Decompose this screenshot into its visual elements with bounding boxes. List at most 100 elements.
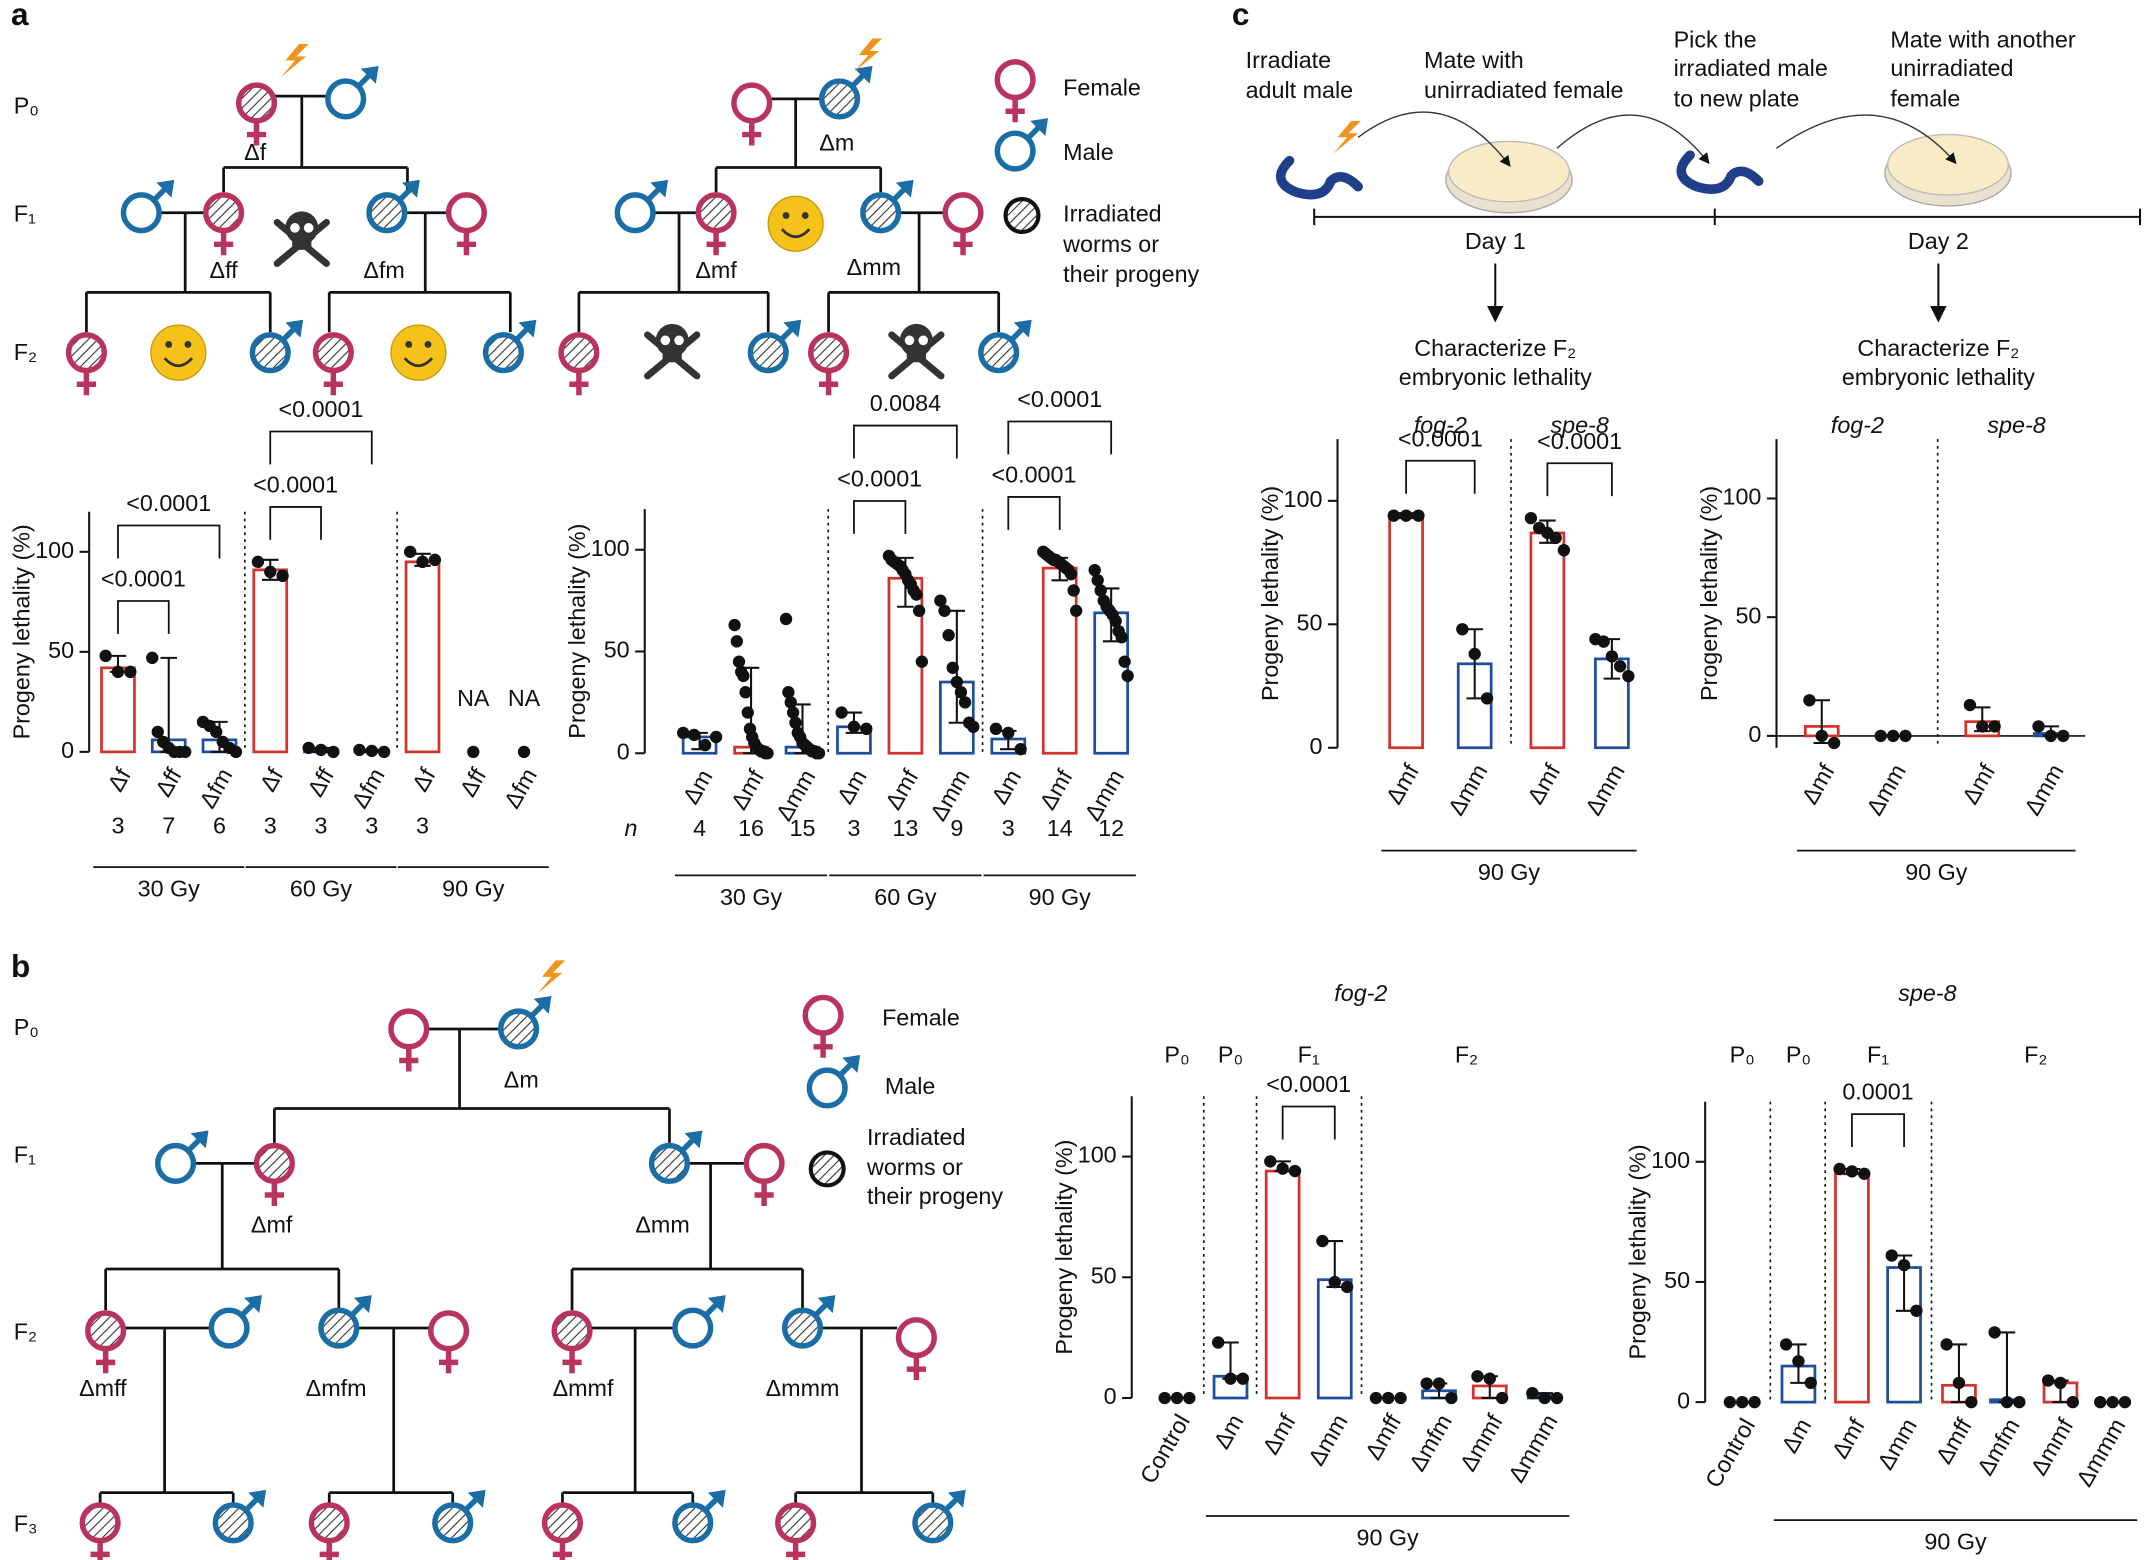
y-tick-label: 0 [617, 738, 630, 764]
x-tick-label: Δm [1208, 1410, 1248, 1453]
step-text: Pick the [1674, 26, 1757, 52]
data-point [365, 744, 378, 758]
data-point [1471, 1370, 1484, 1383]
plate-top [1447, 140, 1571, 203]
generation-label: F₁ [14, 1142, 36, 1168]
significance-bracket [1007, 496, 1061, 530]
male-symbol [497, 1008, 540, 1050]
group-label: 90 Gy [1924, 1529, 1987, 1555]
data-point [1897, 1258, 1911, 1272]
n-title: n [625, 815, 638, 841]
data-point [1412, 509, 1425, 522]
n-label: 15 [790, 815, 816, 841]
data-point [2054, 1376, 2067, 1390]
data-point [1121, 669, 1134, 683]
p-value: <0.0001 [101, 566, 186, 592]
data-point [467, 745, 480, 759]
data-point [1550, 1391, 1564, 1405]
skull [899, 323, 933, 357]
group-header: P₀ [1730, 1042, 1755, 1068]
data-point [2118, 1395, 2132, 1409]
data-point [1088, 563, 1101, 577]
group-label: 90 Gy [1029, 884, 1092, 910]
male-arrowhead [244, 1295, 263, 1313]
data-point [1445, 1391, 1458, 1405]
panel-label: c [1232, 0, 1250, 32]
genotype-label: Δm [504, 1066, 539, 1092]
data-point [276, 569, 289, 583]
data-point [1910, 1304, 1923, 1317]
data-point [698, 738, 712, 752]
female-symbol [79, 1502, 121, 1544]
female-cross [214, 230, 234, 256]
female-symbol [428, 1310, 470, 1352]
genotype-label: Δm [819, 129, 854, 155]
group-header: fog-2 [1414, 412, 1467, 438]
data-point [1387, 509, 1400, 522]
skull [655, 323, 689, 357]
y-tick-label: 50 [1664, 1267, 1690, 1293]
female-cross [569, 370, 589, 396]
x-tick-label: Δmm [1443, 760, 1493, 820]
skull-jaw [906, 351, 926, 363]
genotype-label: Δmm [635, 1212, 689, 1238]
error-bar [1466, 628, 1483, 700]
x-tick-label: Δm [1776, 1414, 1816, 1457]
data-point [1480, 692, 1494, 705]
data-point [1115, 631, 1128, 644]
data-point [1328, 1275, 1341, 1289]
data-point [1963, 698, 1977, 712]
legend-label: their progeny [867, 1183, 1003, 1209]
male-arrowhead [518, 319, 537, 338]
bar [1316, 1278, 1353, 1400]
data-point [1420, 1377, 1433, 1390]
male-arrowhead [1030, 118, 1049, 136]
data-point [1091, 574, 1104, 587]
x-tick-label: Δmm [1303, 1410, 1353, 1470]
smiley-mouth [163, 357, 194, 368]
male-arrowhead [817, 1295, 836, 1313]
male-arrowhead [353, 1295, 372, 1313]
group-header: F₁ [1867, 1042, 1889, 1068]
data-point [737, 669, 750, 683]
data-point [517, 745, 531, 759]
legend-label: worms or [866, 1154, 963, 1180]
data-point [739, 686, 752, 699]
genotype-label: Δmmm [766, 1375, 840, 1401]
generation-label: P₀ [14, 92, 39, 118]
error-bar [1998, 1331, 2016, 1404]
data-point [146, 651, 159, 665]
y-tick-label: 100 [35, 537, 74, 563]
data-point [835, 706, 848, 719]
bar [1834, 1172, 1870, 1404]
group-header: F₂ [1455, 1042, 1478, 1068]
data-point [1940, 1338, 1953, 1351]
data-point [1988, 1326, 2001, 1339]
female-cross [953, 230, 973, 256]
female-cross [813, 1033, 833, 1058]
x-tick-label: Δmf [1957, 759, 2001, 808]
data-point [1833, 1162, 1846, 1176]
data-point [946, 661, 959, 674]
x-tick-label: Control [1135, 1410, 1195, 1488]
x-tick-label: Control [1700, 1414, 1760, 1492]
data-point [1538, 1391, 1551, 1405]
step-text: unirradiated female [1424, 77, 1624, 103]
smiley [390, 324, 447, 381]
group-label: 30 Gy [720, 884, 783, 910]
data-point [1965, 1395, 1978, 1409]
legend-label: Male [1063, 139, 1114, 165]
bar [1041, 566, 1078, 755]
skull-eye [674, 335, 684, 346]
female-symbol [388, 1008, 430, 1050]
data-point [1002, 726, 1015, 740]
data-point [1109, 614, 1122, 628]
curved-arrow [1776, 114, 1957, 165]
x-tick-label: Δm [986, 765, 1026, 808]
smiley-eye [405, 341, 413, 348]
data-point [111, 665, 125, 679]
data-point [912, 604, 926, 617]
female-symbol [743, 1142, 785, 1184]
x-tick-label: Δmf [1381, 759, 1425, 808]
data-point [353, 743, 366, 757]
